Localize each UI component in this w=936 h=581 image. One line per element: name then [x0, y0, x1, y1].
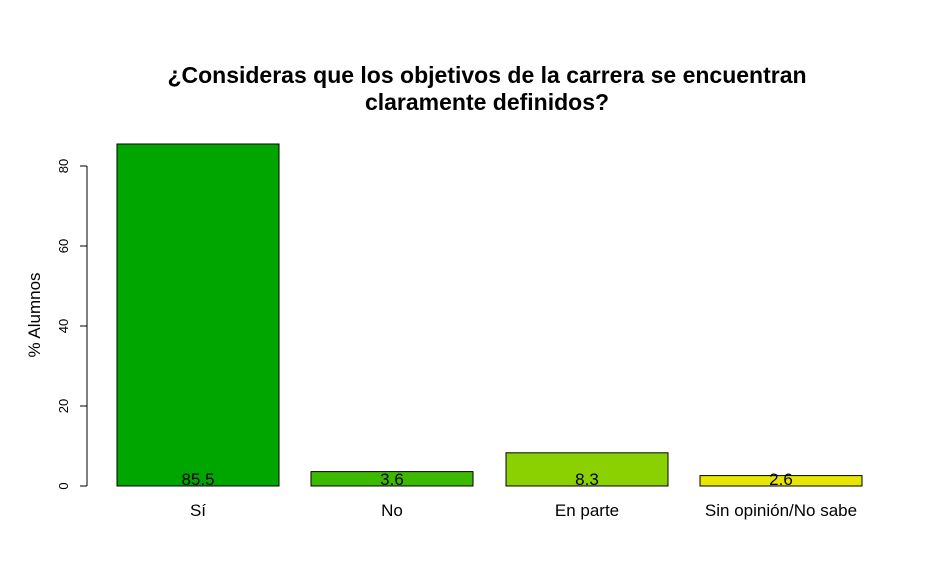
y-tick-label: 20	[56, 399, 71, 413]
bar	[699, 475, 863, 487]
bar-value-label: 85.5	[181, 470, 214, 489]
category-label: Sí	[190, 501, 206, 520]
y-tick-label: 60	[56, 239, 71, 253]
category-label: No	[381, 501, 403, 520]
bar-value-label: 3.6	[380, 470, 404, 489]
category-label: Sin opinión/No sabe	[705, 501, 857, 520]
category-label: En parte	[555, 501, 619, 520]
bar	[310, 471, 474, 487]
y-tick-label: 80	[56, 159, 71, 173]
value-labels: 85.5 3.6 8.3 2.6	[181, 470, 792, 489]
y-tick-label: 0	[56, 482, 71, 489]
bar	[505, 452, 669, 487]
bar-value-label: 2.6	[769, 470, 793, 489]
chart-title-line-2: claramente definidos?	[365, 89, 609, 115]
bar-value-label: 8.3	[575, 470, 599, 489]
y-axis: 0 20 40 60 80	[56, 159, 88, 490]
category-labels: Sí No En parte Sin opinión/No sabe	[190, 501, 857, 520]
chart-title-line-1: ¿Consideras que los objetivos de la carr…	[167, 62, 806, 88]
y-tick-label: 40	[56, 319, 71, 333]
y-axis-label: % Alumnos	[25, 272, 44, 357]
bar	[116, 143, 280, 487]
bars	[116, 143, 863, 487]
